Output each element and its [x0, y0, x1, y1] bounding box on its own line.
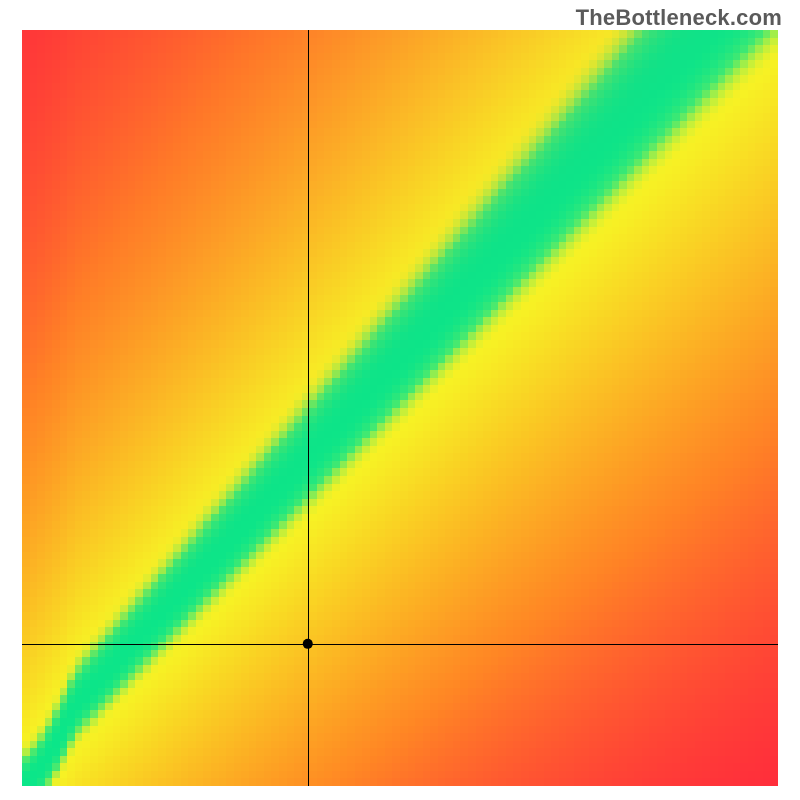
- bottleneck-heatmap: [22, 30, 778, 786]
- chart-container: TheBottleneck.com: [0, 0, 800, 800]
- watermark-text: TheBottleneck.com: [576, 5, 782, 31]
